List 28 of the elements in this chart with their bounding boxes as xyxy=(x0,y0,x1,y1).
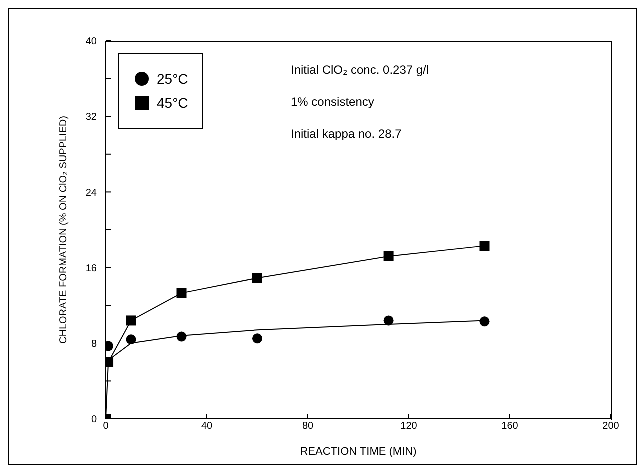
x-tick-label: 40 xyxy=(201,421,213,432)
point xyxy=(384,316,394,326)
point xyxy=(176,332,187,342)
legend-label: 25°C xyxy=(157,71,188,87)
y-tick-label: 8 xyxy=(91,338,98,350)
point xyxy=(126,334,136,345)
point xyxy=(252,273,262,284)
point xyxy=(252,334,262,344)
x-tick-label: 160 xyxy=(502,421,519,432)
annotation: Initial kappa no. 28.7 xyxy=(291,127,403,141)
y-tick-label: 24 xyxy=(86,188,98,199)
y-tick-label: 16 xyxy=(86,263,98,274)
point xyxy=(384,251,394,262)
legend-label: 45°C xyxy=(157,95,188,111)
x-tick-label: 120 xyxy=(400,421,418,432)
point xyxy=(176,288,187,298)
point xyxy=(480,241,490,252)
annotation: 1% consistency xyxy=(291,95,376,109)
x-axis-title: REACTION TIME (MIN) xyxy=(300,446,417,458)
annotation: Initial ClO₂ conc. 0.237 g/l xyxy=(291,63,430,77)
y-tick-label: 40 xyxy=(86,36,98,48)
point xyxy=(480,316,490,327)
x-tick-label: 80 xyxy=(302,421,314,432)
point xyxy=(126,316,136,326)
x-tick-label: 0 xyxy=(103,421,110,432)
y-tick-label: 32 xyxy=(86,112,98,124)
x-tick-label: 200 xyxy=(602,421,620,432)
y-axis-title: CHLORATE FORMATION (% ON ClO₂ SUPPLIED) xyxy=(58,116,70,344)
